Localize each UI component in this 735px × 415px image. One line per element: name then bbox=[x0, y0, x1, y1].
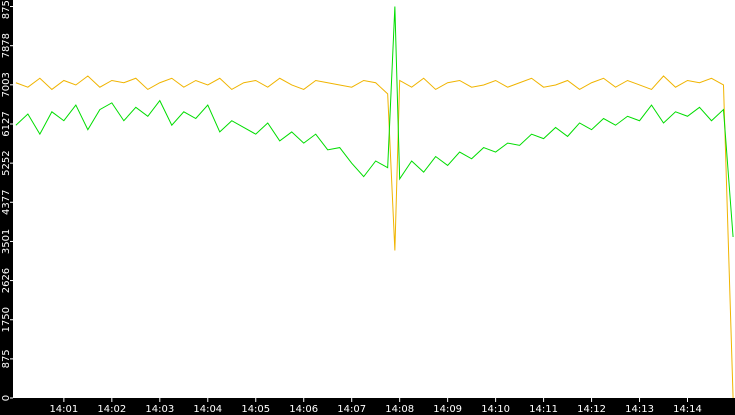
y-tick-label: 1750 bbox=[1, 307, 12, 332]
x-tick-label: 14:14 bbox=[673, 404, 702, 415]
x-tick-label: 14:06 bbox=[289, 404, 318, 415]
y-tick-label: 4377 bbox=[1, 190, 12, 215]
y-tick-label: 7878 bbox=[1, 33, 12, 58]
x-tick-label: 14:03 bbox=[145, 404, 174, 415]
series-line bbox=[15, 75, 734, 399]
x-tick-label: 14:13 bbox=[625, 404, 654, 415]
y-tick-label: 5252 bbox=[1, 150, 12, 175]
y-tick-label: 6127 bbox=[1, 111, 12, 136]
y-axis-bar bbox=[0, 0, 13, 415]
x-tick-label: 14:08 bbox=[385, 404, 414, 415]
y-tick-label: 7003 bbox=[1, 72, 12, 97]
x-tick-label: 14:10 bbox=[481, 404, 510, 415]
x-tick-label: 14:04 bbox=[193, 404, 222, 415]
x-tick-label: 14:02 bbox=[97, 404, 126, 415]
y-tick-label: 875 bbox=[1, 349, 12, 368]
x-tick-label: 14:01 bbox=[49, 404, 78, 415]
x-tick-label: 14:07 bbox=[337, 404, 366, 415]
x-axis-bar bbox=[0, 398, 735, 415]
x-tick-label: 14:12 bbox=[577, 404, 606, 415]
x-tick-label: 14:11 bbox=[529, 404, 558, 415]
y-tick-label: 8754 bbox=[1, 0, 12, 19]
y-tick-label: 0 bbox=[1, 395, 12, 401]
series-line bbox=[15, 6, 734, 238]
x-tick-label: 14:05 bbox=[241, 404, 270, 415]
x-tick-label: 14:09 bbox=[433, 404, 462, 415]
y-tick-label: 2626 bbox=[1, 268, 12, 293]
y-tick-label: 3501 bbox=[1, 229, 12, 254]
